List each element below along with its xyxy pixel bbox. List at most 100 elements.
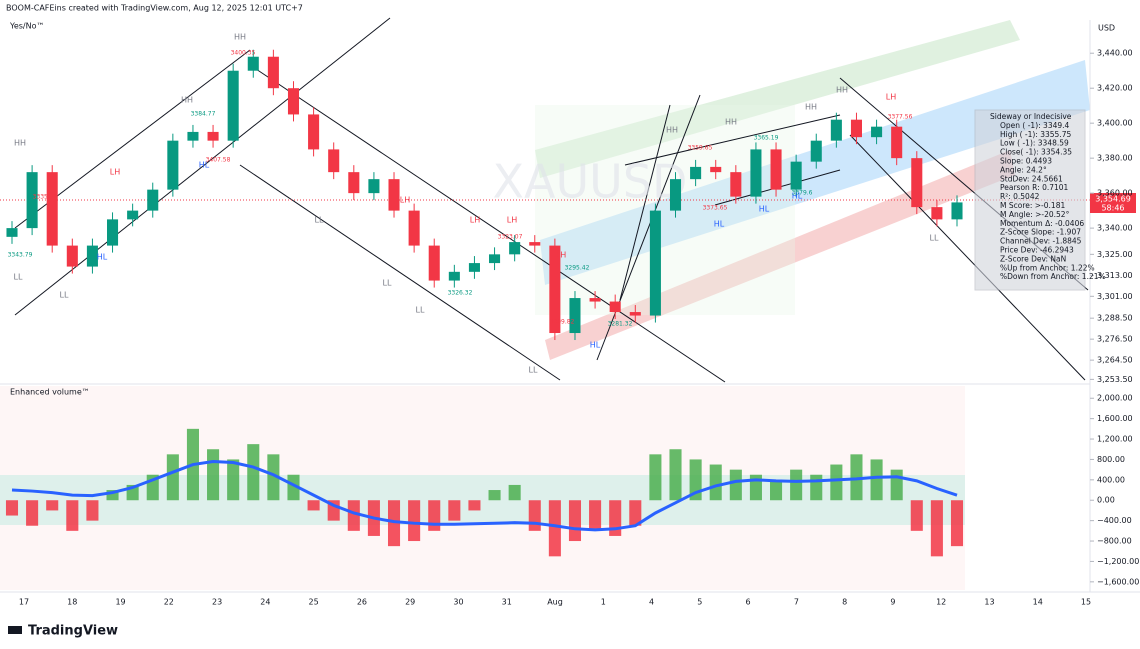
y-tick-label: −1,600.00 (1097, 577, 1139, 586)
y-tick-label: 0.00 (1097, 496, 1115, 505)
y-tick-label: 3,253.50 (1097, 375, 1133, 384)
y-tick-label: 3,340.00 (1097, 224, 1133, 233)
candle-body (468, 263, 480, 272)
candle-body (529, 242, 541, 246)
channel-line (624, 114, 841, 166)
info-line: Low ( -1): 3348.59 (1000, 139, 1069, 148)
volume-zone (0, 475, 965, 525)
candle-body (187, 131, 199, 141)
candle-body (147, 189, 159, 211)
price-tag: 3343.79 (8, 252, 33, 259)
volume-bar (207, 449, 220, 501)
pivot-label: HH (805, 103, 817, 112)
volume-bar (649, 454, 662, 501)
price-tag: 3384.77 (191, 111, 216, 118)
volume-bar (870, 459, 883, 501)
volume-bar (86, 500, 99, 521)
volume-bar (247, 444, 260, 501)
candle-body (348, 172, 360, 194)
candle-body (66, 245, 78, 267)
y-tick-label: 3,288.50 (1097, 314, 1133, 323)
info-line: Close( -1): 3354.35 (1000, 148, 1072, 157)
x-tick-label: Aug (547, 598, 563, 607)
volume-bar (508, 484, 521, 501)
candle-body (810, 140, 822, 162)
candle-body (227, 70, 239, 141)
x-tick-label: 7 (794, 598, 799, 607)
currency: USD (1098, 24, 1115, 33)
candle-body (448, 271, 460, 281)
candle-body (549, 245, 561, 334)
y-tick-label: 3,420.00 (1097, 84, 1133, 93)
x-tick-label: 8 (842, 598, 847, 607)
channel-line (239, 164, 561, 381)
info-line: Open ( -1): 3349.4 (1000, 121, 1070, 130)
y-tick-label: 2,000.00 (1097, 394, 1133, 403)
pivot-label: LL (930, 234, 939, 243)
candle-body (931, 207, 943, 220)
y-tick-label: 1,600.00 (1097, 414, 1133, 423)
volume-bar (528, 500, 541, 531)
pivot-label: LH (507, 216, 517, 225)
price-tag: 3373.65 (703, 205, 728, 212)
pivot-label: LL (315, 216, 324, 225)
pivot-label: HL (199, 161, 210, 170)
pivot-label: LL (14, 273, 23, 282)
info-line: Z-Score Slope: -1.907 (1000, 228, 1081, 237)
pivot-label: LL (529, 366, 538, 375)
pivot-label: HH (14, 139, 26, 148)
volume-bar (448, 500, 461, 521)
candle-body (710, 166, 722, 173)
volume-bar (227, 459, 240, 501)
volume-bar (488, 490, 501, 501)
pivot-label: LH (110, 168, 120, 177)
logo-mark (8, 626, 22, 634)
info-line: Slope: 0.4493 (1000, 157, 1052, 166)
volume-bar (347, 500, 360, 531)
pivot-label: LL (416, 306, 425, 315)
volume-profile (535, 105, 795, 315)
candle-body (951, 202, 963, 220)
info-line: StdDev: 24.5661 (1000, 174, 1063, 183)
volume-bar (46, 500, 59, 511)
price-tag: 3377.56 (888, 114, 913, 121)
volume-bar (267, 454, 280, 501)
info-line: Channel Dev: -1.8845 (1000, 237, 1082, 246)
candle-body (489, 254, 501, 264)
volume-bar (729, 469, 742, 501)
volume-bar (468, 500, 481, 511)
price-tag: 3365.19 (754, 135, 779, 142)
info-box (974, 109, 1086, 291)
y-tick-label: 400.00 (1097, 475, 1125, 484)
info-line: Sideway or Indecisive (990, 112, 1072, 121)
volume-bar (307, 500, 320, 511)
candle-body (891, 126, 903, 159)
volume-bar (609, 500, 622, 536)
pivot-label: LH (886, 93, 896, 102)
logo-text: TradingView (28, 624, 118, 639)
x-tick-label: 30 (453, 598, 463, 607)
volume-bar (387, 500, 401, 547)
y-tick-label: 3,380.00 (1097, 154, 1133, 163)
volume-bar (709, 464, 722, 501)
y-tick-label: 3,400.00 (1097, 119, 1133, 128)
info-line: High ( -1): 3355.75 (1000, 130, 1071, 139)
volume-bar (106, 490, 119, 501)
candle-body (750, 149, 762, 197)
channel-line (849, 134, 1086, 381)
candle-body (509, 242, 521, 255)
pivot-label: LH (556, 251, 566, 260)
y-tick-label: −400.00 (1097, 516, 1132, 525)
upper-band (535, 20, 1020, 178)
x-tick-label: 14 (1033, 598, 1043, 607)
volume-bar (830, 464, 843, 501)
pivot-label: HH (666, 126, 678, 135)
volume-bar (166, 454, 179, 501)
channel-line (619, 104, 671, 301)
candle-body (368, 179, 380, 194)
candle-body (328, 149, 340, 173)
candle-body (609, 301, 621, 313)
pivot-label: HL (759, 205, 770, 214)
y-tick-label: −800.00 (1097, 537, 1132, 546)
candle-body (871, 126, 883, 138)
